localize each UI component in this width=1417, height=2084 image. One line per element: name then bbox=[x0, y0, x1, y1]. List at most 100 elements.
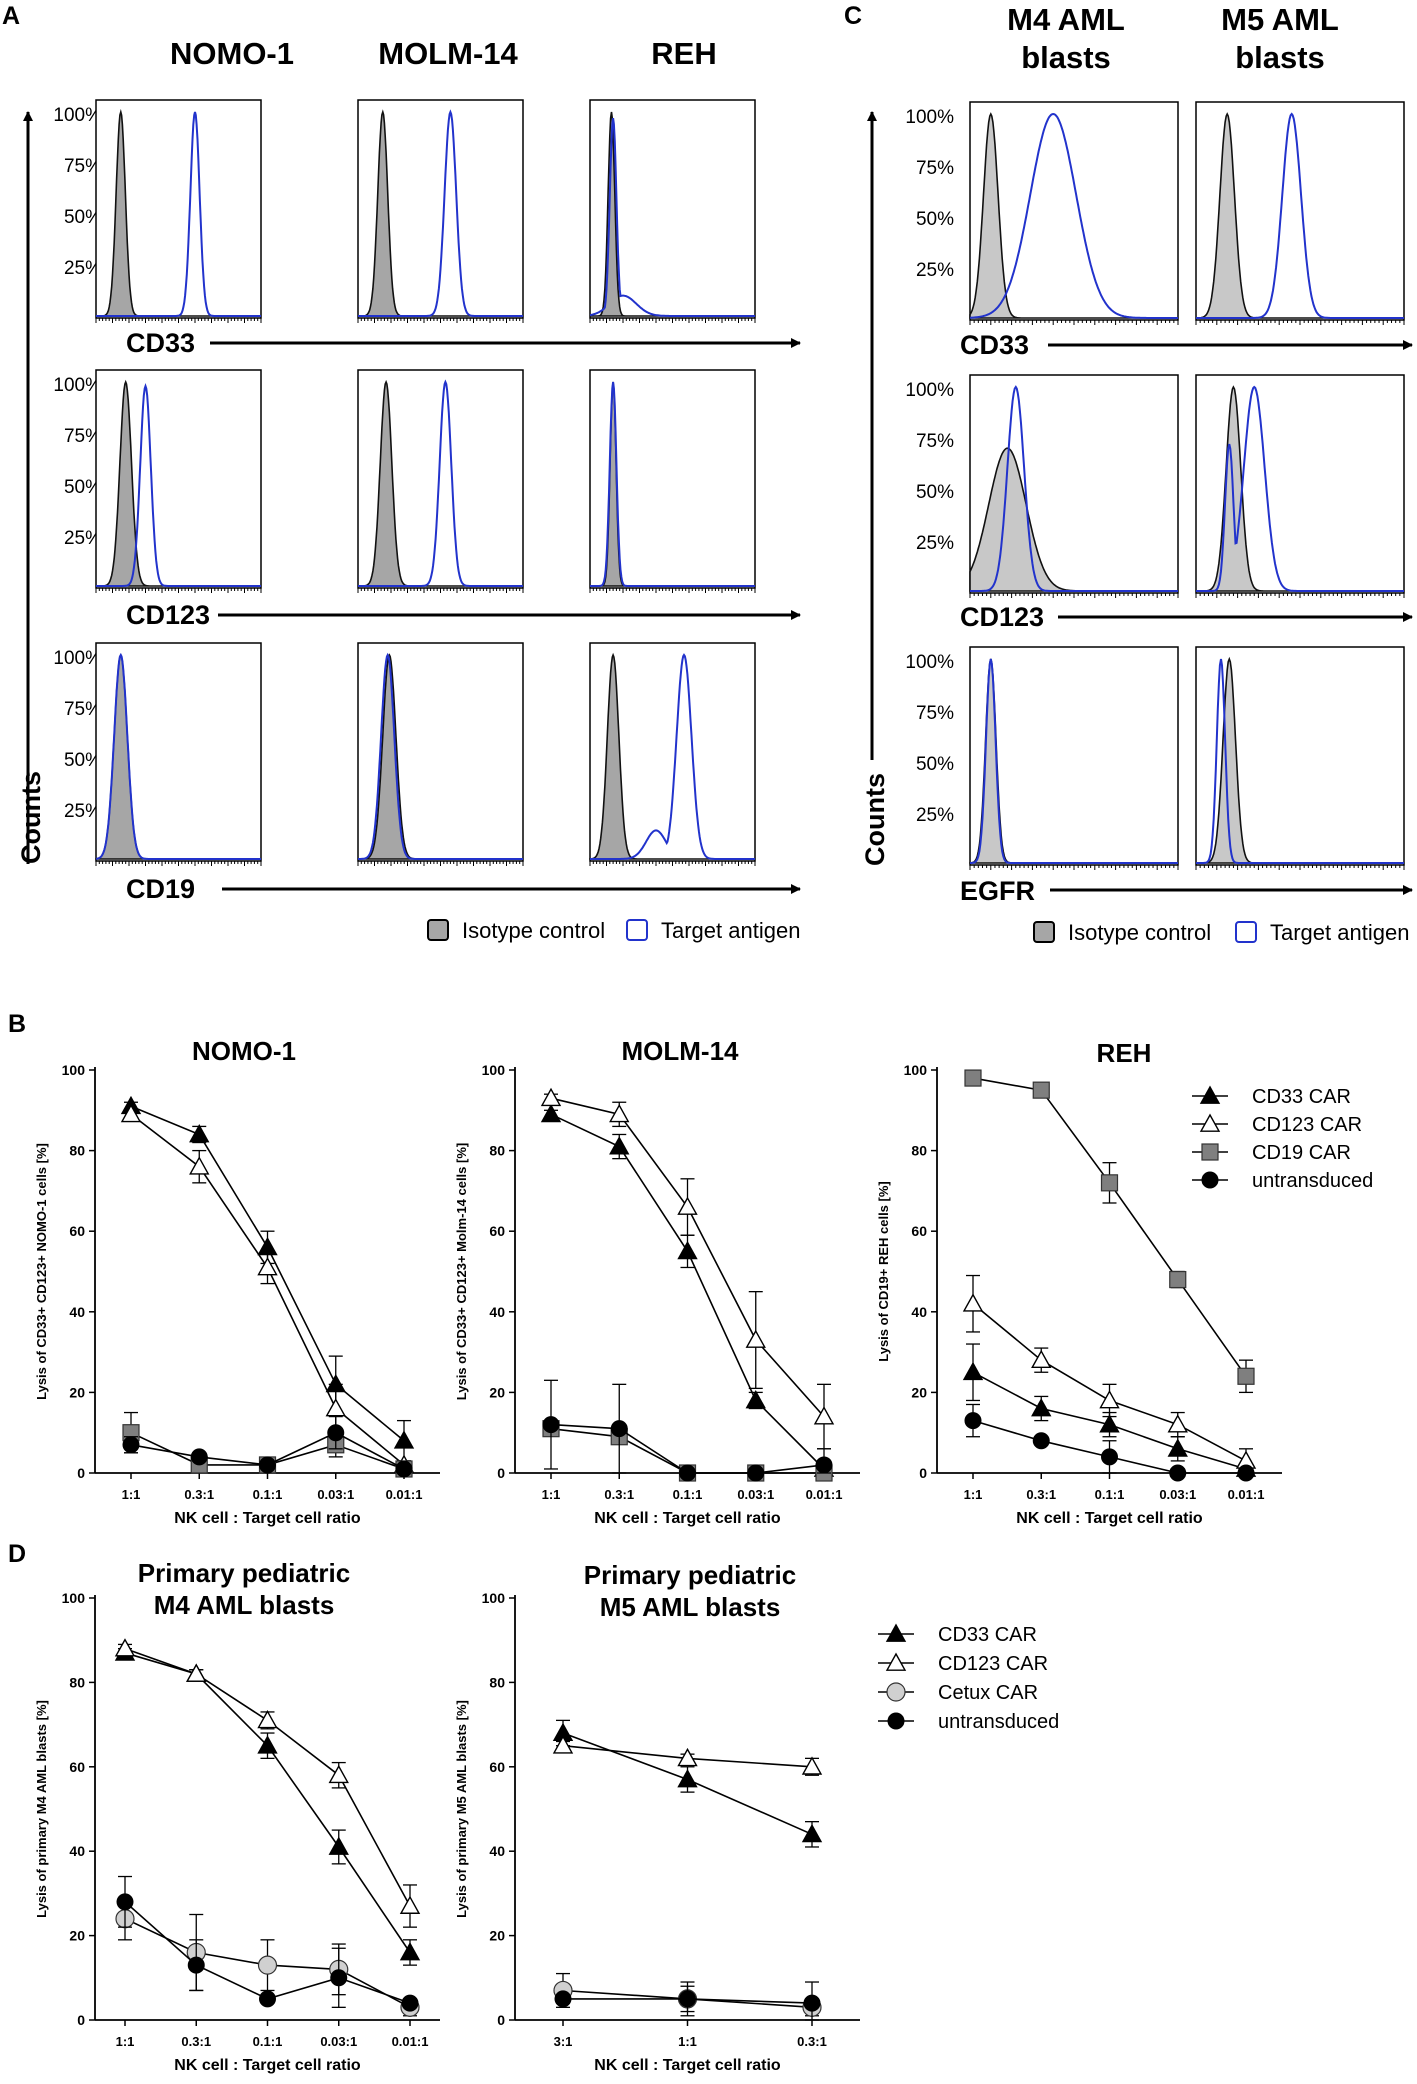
chart-b-reh: REH 0 20 40 60 80 100 1:1 0.3:1 0.1:1 0.03:1 0.01:1… bbox=[876, 1038, 1282, 1527]
chart-b2-point-untransduced bbox=[679, 1464, 696, 1482]
chart-b3-point-cd19-car bbox=[964, 1069, 982, 1087]
panel-c-row2-ytick-label: 100% bbox=[905, 380, 954, 401]
chart-b3-y-tick-label: 80 bbox=[911, 1143, 927, 1159]
panel-c-target-antigen-curve bbox=[970, 112, 1178, 319]
panel-c-legend-target-label: Target antigen bbox=[1270, 920, 1409, 945]
chart-b1-point-cd123-car bbox=[189, 1156, 210, 1175]
chart-d1-y-tick-label: 100 bbox=[62, 1590, 86, 1606]
chart-b2-x-axis-label: NK cell : Target cell ratio bbox=[594, 1510, 781, 1527]
panel-a-legend: Isotype control Target antigen bbox=[427, 918, 800, 943]
chart-b2-x-tick-label: 1:1 bbox=[542, 1487, 561, 1502]
chart-b3-point-cd19-car bbox=[1100, 1174, 1119, 1192]
chart-b1-x-tick-label: 0.1:1 bbox=[253, 1487, 283, 1502]
panel-c-row3-ytick-label: 25% bbox=[916, 805, 954, 826]
panel-a-target-antigen-curve bbox=[358, 652, 523, 860]
panel-a-row1-ytick-label: 100% bbox=[53, 105, 102, 126]
panel-a-legend-isotype-label: Isotype control bbox=[462, 918, 605, 943]
chart-d1-y-tick-label: 80 bbox=[69, 1674, 85, 1690]
chart-d1-x-tick-label: 0.1:1 bbox=[253, 2034, 283, 2049]
chart-b3-point-cd33-car bbox=[1099, 1414, 1120, 1433]
panel-c-marker-label-cd33: CD33 bbox=[960, 330, 1029, 360]
chart-b2-point-cd123-car bbox=[677, 1196, 698, 1215]
chart-d1-title: Primary pediatric bbox=[138, 1558, 350, 1588]
panel-c-row3-ytick-label: 100% bbox=[905, 652, 954, 673]
panel-a-row2-ytick-label: 100% bbox=[53, 375, 102, 396]
chart-d2-point-cd33-car bbox=[677, 1769, 698, 1788]
chart-d2-x-tick-label: 0.3:1 bbox=[797, 2034, 827, 2049]
panel-c-row1-ytick-label: 50% bbox=[916, 209, 954, 230]
panel-a-row3-ytick-label: 75% bbox=[64, 699, 102, 720]
chart-b1-y-tick-label: 60 bbox=[69, 1223, 85, 1239]
chart-b1-title: NOMO-1 bbox=[192, 1036, 296, 1066]
panel-a-target-antigen-curve bbox=[358, 379, 523, 587]
chart-b2-title: MOLM-14 bbox=[622, 1036, 740, 1066]
chart-b1-y-tick-label: 0 bbox=[77, 1465, 85, 1481]
panel-a-marker-label-cd123: CD123 bbox=[126, 600, 210, 630]
panel-d-legend-label-untransduced: untransduced bbox=[938, 1711, 1059, 1733]
chart-d1-title: M4 AML blasts bbox=[154, 1590, 335, 1620]
panel-letter-c: C bbox=[844, 2, 862, 30]
chart-d1-point-untransduced bbox=[259, 1990, 276, 2008]
panel-a-row1-ytick-label: 25% bbox=[64, 258, 102, 279]
chart-d2-title: M5 AML blasts bbox=[600, 1592, 781, 1622]
chart-b2-point-cd33-car bbox=[745, 1390, 766, 1409]
chart-b1-y-tick-label: 20 bbox=[69, 1384, 85, 1400]
chart-b3-point-untransduced bbox=[1237, 1464, 1255, 1482]
panel-b-legend-label-cd19-car: CD19 CAR bbox=[1252, 1142, 1351, 1164]
panel-c-row3-ytick-label: 50% bbox=[916, 754, 954, 775]
chart-b1-x-tick-label: 1:1 bbox=[122, 1487, 141, 1502]
chart-d1-point-untransduced bbox=[187, 1956, 205, 1974]
panel-a-target-antigen-curve bbox=[590, 381, 755, 587]
panel-a-header-molm14: MOLM-14 bbox=[378, 36, 518, 71]
panel-c-legend-isotype-label: Isotype control bbox=[1068, 920, 1211, 945]
panel-a-row3-ytick-label: 100% bbox=[53, 648, 102, 669]
chart-b3-x-tick-label: 1:1 bbox=[964, 1487, 983, 1502]
panel-a-row2-ytick-label: 75% bbox=[64, 426, 102, 447]
chart-b2-point-untransduced bbox=[610, 1420, 628, 1438]
chart-b2-y-tick-label: 40 bbox=[489, 1304, 505, 1320]
panel-a-target-antigen-curve bbox=[590, 653, 755, 860]
chart-b1-x-tick-label: 0.3:1 bbox=[184, 1487, 214, 1502]
panel-c-legend: Isotype control Target antigen bbox=[1033, 920, 1409, 945]
panel-c-counts-label: Counts bbox=[860, 773, 890, 866]
chart-b2-x-tick-label: 0.3:1 bbox=[604, 1487, 634, 1502]
chart-d2-x-tick-label: 1:1 bbox=[678, 2034, 697, 2049]
chart-d1-point-cd33-car bbox=[328, 1836, 349, 1855]
panel-b-legend-marker-untransduced bbox=[1201, 1171, 1219, 1189]
chart-b1-point-untransduced bbox=[122, 1436, 140, 1454]
panel-a-header-reh: REH bbox=[651, 36, 716, 71]
panel-a-row1-ytick-label: 50% bbox=[64, 207, 102, 228]
chart-d2-point-cd33-car bbox=[801, 1823, 823, 1843]
chart-d2-title: Primary pediatric bbox=[584, 1560, 796, 1590]
panel-d-legend-marker-cetux-car bbox=[886, 1682, 906, 1702]
panel-letter-a: A bbox=[2, 2, 20, 30]
chart-d1-x-tick-label: 1:1 bbox=[116, 2034, 135, 2049]
chart-b2-point-cd33-car bbox=[609, 1136, 630, 1155]
panel-c-target-antigen-curve bbox=[970, 658, 1178, 864]
chart-b3-point-untransduced bbox=[1169, 1464, 1187, 1482]
chart-b3-y-tick-label: 40 bbox=[911, 1304, 927, 1320]
panel-c-header-m5-line2: blasts bbox=[1235, 40, 1325, 75]
chart-b-molm14: MOLM-14 0 20 40 60 80 100 1:1 0.3:1 0.1:1 0.03:1 0.… bbox=[454, 1036, 860, 1527]
panel-b-legend-marker-cd123-car bbox=[1199, 1113, 1221, 1132]
panel-c-histograms: 100% 75% 50% 25% 100% 75% 50% 25% 100% 75% 50% 25% bbox=[905, 101, 1405, 870]
panel-c-row2-ytick-label: 75% bbox=[916, 431, 954, 452]
chart-b3-y-axis-label: Lysis of CD19+ REH cells [%] bbox=[876, 1181, 891, 1362]
chart-d1-y-tick-label: 40 bbox=[69, 1843, 85, 1859]
panel-c-target-antigen-curve bbox=[1196, 385, 1404, 592]
panel-a-histograms: 100% 75% 50% 25% 100% 75% 50% 25% 100% 75% 50% 25% bbox=[53, 99, 756, 866]
panel-c-header-m5-line1: M5 AML bbox=[1221, 2, 1339, 37]
chart-d2-point-untransduced bbox=[554, 1990, 572, 2008]
chart-d2-x-tick-label: 3:1 bbox=[554, 2034, 573, 2049]
panel-c-row1-ytick-label: 75% bbox=[916, 158, 954, 179]
chart-d1-point-cd123-car bbox=[257, 1709, 278, 1729]
chart-d2-y-tick-label: 100 bbox=[482, 1590, 506, 1606]
chart-d2-y-tick-label: 0 bbox=[497, 2012, 505, 2028]
chart-b3-x-axis-label: NK cell : Target cell ratio bbox=[1016, 1510, 1203, 1527]
chart-b3-y-tick-label: 0 bbox=[919, 1465, 927, 1481]
chart-d2-point-untransduced bbox=[679, 1990, 696, 2008]
panel-a-target-antigen-curve bbox=[589, 117, 755, 317]
chart-d1-x-tick-label: 0.3:1 bbox=[181, 2034, 211, 2049]
panel-c-legend-target-swatch bbox=[1235, 921, 1257, 943]
